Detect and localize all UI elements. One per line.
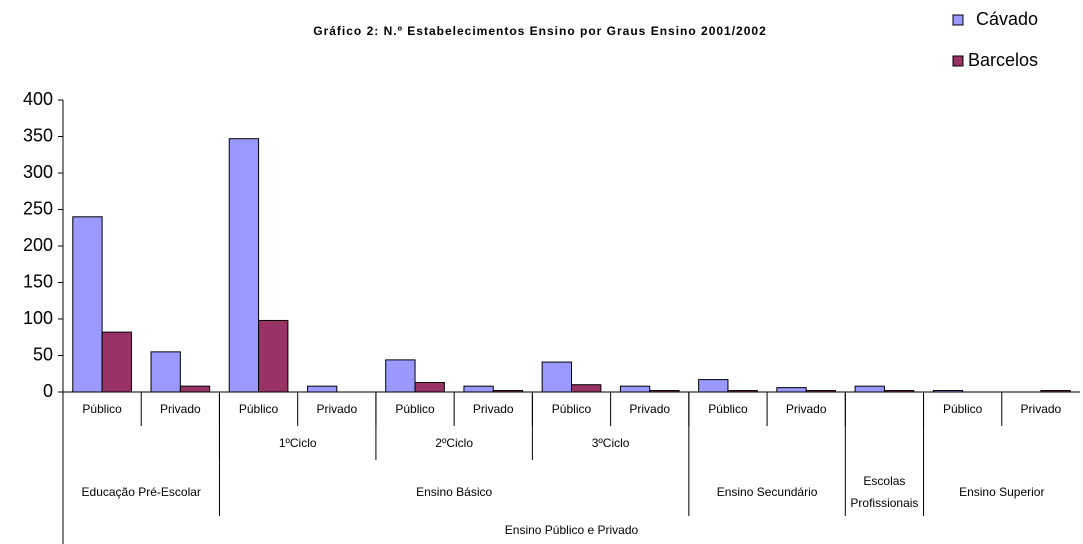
category-label-box: Privado (629, 402, 671, 416)
category-label: 3ºCiclo (591, 436, 630, 450)
category-label-box: Público (708, 402, 748, 416)
category-label-box: Ensino Secundário (716, 485, 818, 499)
category-label: Ensino Secundário (716, 485, 818, 499)
category-label: Educação Pré-Escolar (81, 485, 201, 499)
category-label-box: 1ºCiclo (278, 436, 317, 450)
y-tick-label: 100 (23, 308, 53, 328)
category-label: Privado (1020, 402, 1062, 416)
bar (571, 384, 602, 393)
category-label-box: Privado (785, 402, 827, 416)
y-tick-label: 350 (23, 125, 53, 145)
category-label-box: 3ºCiclo (591, 436, 630, 450)
bar (776, 387, 807, 393)
category-label-box: Público (942, 402, 983, 416)
bar (619, 385, 651, 393)
y-tick-label: 300 (23, 162, 53, 182)
category-label-box: 2ºCiclo (435, 436, 474, 450)
category-label-box: Privado (316, 402, 358, 416)
category-label-box: Ensino Público e Privado (504, 523, 639, 537)
category-label-box: Público (238, 402, 279, 416)
category-label-box: Educação Pré-Escolar (81, 485, 201, 499)
bar (883, 390, 915, 393)
bar (649, 390, 680, 393)
category-label-box: Público (395, 402, 435, 416)
bar (541, 361, 572, 393)
category-label: Público (551, 402, 592, 416)
category-label: Ensino Público e Privado (504, 523, 639, 537)
category-label: Privado (472, 402, 514, 416)
category-label-box: Escolas Profissionais (850, 474, 919, 510)
legend-swatch (952, 14, 964, 26)
category-label: Público (942, 402, 983, 416)
bar (414, 382, 445, 393)
category-label: Privado (785, 402, 827, 416)
category-label-box: Ensino Superior (959, 485, 1045, 499)
chart-title: Gráfico 2: N.º Estabelecimentos Ensino p… (313, 24, 767, 38)
category-label: Privado (316, 402, 358, 416)
legend-label: Barcelos (968, 50, 1038, 70)
bar (727, 390, 758, 393)
category-label: Ensino Básico (416, 485, 493, 499)
category-label: Privado (629, 402, 671, 416)
category-label: 2ºCiclo (435, 436, 474, 450)
y-tick-label: 400 (23, 89, 53, 109)
category-label: Ensino Superior (959, 485, 1045, 499)
legend-swatch (952, 55, 964, 67)
bar (150, 351, 181, 393)
bar (463, 385, 494, 393)
bar (932, 390, 964, 393)
bar (306, 385, 338, 393)
bar (72, 216, 103, 393)
category-label-box: Privado (1020, 402, 1062, 416)
bar (101, 331, 132, 393)
category-label: Escolas Profissionais (850, 474, 919, 510)
bar (854, 385, 885, 393)
category-label: 1ºCiclo (278, 436, 317, 450)
bar (179, 385, 211, 393)
legend-label: Cávado (976, 9, 1038, 29)
y-tick-label: 0 (43, 381, 53, 401)
bar (492, 390, 524, 393)
category-label-box: Público (82, 402, 122, 416)
bar (228, 138, 260, 393)
category-label-box: Público (551, 402, 592, 416)
y-tick-label: 50 (33, 344, 53, 364)
y-tick-label: 200 (23, 235, 53, 255)
bar (805, 390, 837, 393)
category-label: Público (82, 402, 122, 416)
category-label: Público (395, 402, 435, 416)
category-label: Público (708, 402, 748, 416)
y-tick-label: 250 (23, 198, 53, 218)
category-label: Público (238, 402, 279, 416)
category-label-box: Ensino Básico (416, 485, 493, 499)
category-label-box: Privado (472, 402, 514, 416)
bar (698, 379, 729, 393)
bar (258, 319, 289, 393)
category-label: Privado (159, 402, 201, 416)
bar (1040, 390, 1071, 393)
category-label-box: Privado (159, 402, 201, 416)
bar (385, 359, 416, 393)
y-tick-label: 150 (23, 271, 53, 291)
